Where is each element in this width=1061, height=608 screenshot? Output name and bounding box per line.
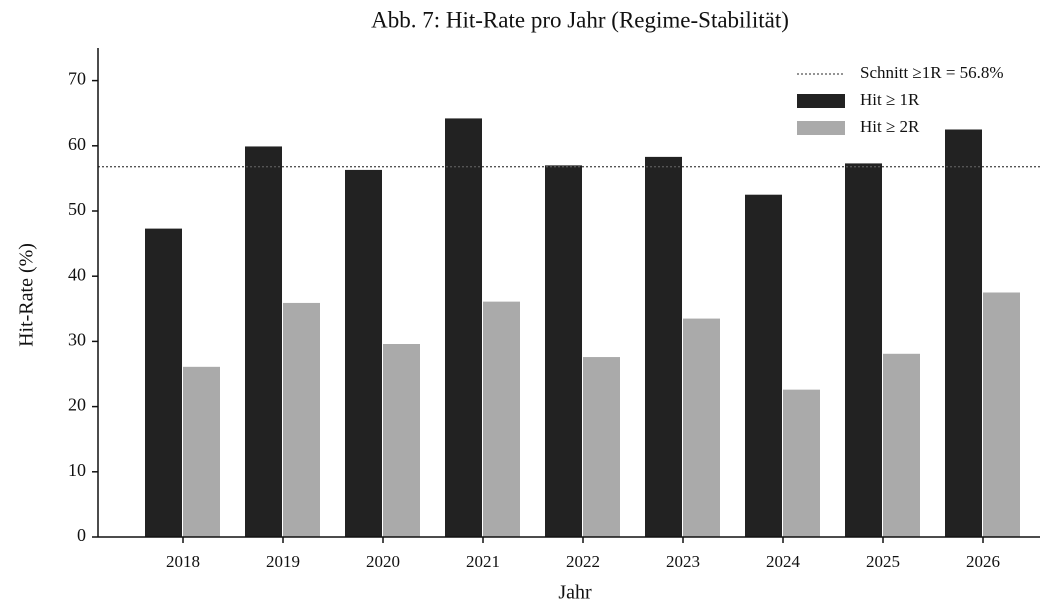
bar (745, 194, 782, 537)
y-axis-label: Hit-Rate (%) (16, 243, 38, 347)
y-tick-label: 70 (68, 69, 86, 89)
x-tick-label: 2019 (266, 552, 300, 571)
bar (283, 302, 320, 537)
chart-title: Abb. 7: Hit-Rate pro Jahr (Regime-Stabil… (371, 7, 789, 32)
x-tick-label: 2023 (666, 552, 700, 571)
bar (683, 318, 720, 537)
x-tick-label: 2022 (566, 552, 600, 571)
bar (545, 165, 582, 538)
y-tick-label: 10 (68, 460, 86, 480)
bar (583, 357, 620, 537)
x-tick-label: 2025 (866, 552, 900, 571)
y-tick-label: 50 (68, 199, 86, 219)
bar (145, 228, 182, 537)
bar (783, 389, 820, 537)
y-tick-label: 60 (68, 134, 86, 154)
bar (983, 292, 1020, 537)
legend-label: Hit ≥ 1R (860, 90, 920, 109)
x-tick-label: 2020 (366, 552, 400, 571)
bar (245, 146, 282, 537)
bar (183, 366, 220, 537)
x-tick-label: 2024 (766, 552, 801, 571)
bar (445, 118, 482, 537)
bar (345, 169, 382, 537)
x-tick-label: 2021 (466, 552, 500, 571)
y-tick-label: 0 (77, 525, 86, 545)
legend-swatch (797, 121, 845, 135)
x-tick-label: 2026 (966, 552, 1000, 571)
legend-label: Hit ≥ 2R (860, 117, 920, 136)
bar (883, 353, 920, 537)
bar (945, 129, 982, 537)
legend-label: Schnitt ≥1R = 56.8% (860, 63, 1004, 82)
bar (645, 156, 682, 537)
bar (483, 301, 520, 537)
x-tick-label: 2018 (166, 552, 200, 571)
y-tick-label: 30 (68, 330, 86, 350)
x-axis-label: Jahr (558, 582, 592, 604)
bar (383, 344, 420, 537)
y-tick-label: 20 (68, 395, 86, 415)
y-tick-label: 40 (68, 264, 86, 284)
bar (845, 163, 882, 538)
legend-swatch (797, 94, 845, 108)
